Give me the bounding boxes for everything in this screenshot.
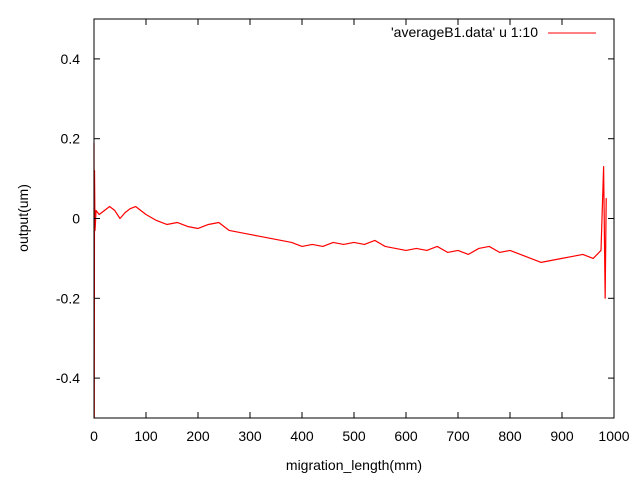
x-tick-label: 0 <box>90 428 98 444</box>
x-tick-label: 200 <box>186 428 210 444</box>
x-tick-label: 400 <box>290 428 314 444</box>
x-tick-label: 1000 <box>598 428 629 444</box>
x-axis-label: migration_length(mm) <box>286 457 422 473</box>
x-tick-label: 600 <box>394 428 418 444</box>
x-tick-label: 700 <box>446 428 470 444</box>
series-line <box>93 142 607 419</box>
x-tick-label: 100 <box>134 428 158 444</box>
legend: 'averageB1.data' u 1:10 <box>391 24 596 40</box>
y-tick-label: 0.4 <box>61 51 81 67</box>
y-tick-label: 0.2 <box>61 131 81 147</box>
ticks-layer: 0 100 200 300 400 500 600 700 800 900 1000 -0.4 -0.2… <box>56 19 630 444</box>
y-tick-label: -0.4 <box>56 370 80 386</box>
y-axis-label: output(um) <box>15 184 31 252</box>
x-tick-label: 300 <box>238 428 262 444</box>
x-tick-label: 800 <box>498 428 522 444</box>
y-tick-label: 0 <box>72 211 80 227</box>
x-tick-label: 900 <box>550 428 574 444</box>
y-tick-label: -0.2 <box>56 290 80 306</box>
legend-series-label: 'averageB1.data' u 1:10 <box>391 24 538 40</box>
series-layer <box>93 142 607 419</box>
x-tick-label: 500 <box>342 428 366 444</box>
